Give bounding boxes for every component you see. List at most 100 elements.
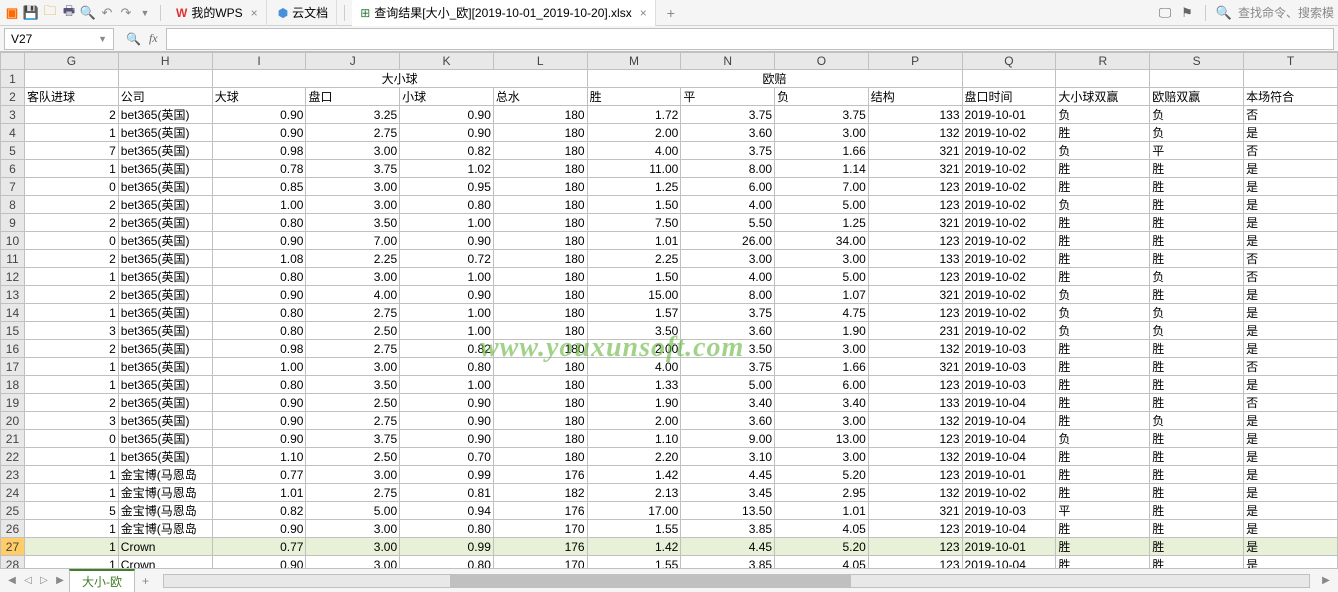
cell[interactable]: 胜 bbox=[1056, 340, 1150, 358]
cell[interactable]: Crown bbox=[118, 556, 212, 569]
cell[interactable]: 132 bbox=[868, 340, 962, 358]
cell[interactable]: 180 bbox=[493, 412, 587, 430]
cell[interactable]: 胜 bbox=[1056, 160, 1150, 178]
nav-first-icon[interactable]: ◀ bbox=[4, 575, 20, 586]
cell[interactable]: 2.75 bbox=[306, 412, 400, 430]
cell[interactable]: 2.20 bbox=[587, 448, 681, 466]
cell[interactable]: 是 bbox=[1244, 196, 1338, 214]
cell[interactable]: 0.90 bbox=[212, 412, 306, 430]
cell[interactable]: 0.80 bbox=[400, 358, 494, 376]
cell[interactable]: 3.75 bbox=[681, 304, 775, 322]
cell[interactable]: 0.90 bbox=[212, 520, 306, 538]
cell[interactable]: 平 bbox=[1056, 502, 1150, 520]
cell[interactable]: 胜 bbox=[1056, 358, 1150, 376]
cell[interactable]: bet365(英国) bbox=[118, 304, 212, 322]
cell[interactable]: 0.90 bbox=[400, 106, 494, 124]
cell[interactable]: 3.85 bbox=[681, 520, 775, 538]
cell[interactable]: 0.98 bbox=[212, 142, 306, 160]
col-R[interactable]: R bbox=[1056, 53, 1150, 70]
screen-icon[interactable]: 🖵 bbox=[1157, 5, 1173, 21]
cell[interactable]: 1.50 bbox=[587, 196, 681, 214]
cell[interactable]: 1.90 bbox=[775, 322, 869, 340]
row-header[interactable]: 1 bbox=[1, 70, 25, 88]
cell[interactable]: 5.00 bbox=[306, 502, 400, 520]
cell[interactable]: 0.82 bbox=[400, 142, 494, 160]
cell[interactable]: 123 bbox=[868, 304, 962, 322]
cell[interactable]: 1.00 bbox=[400, 322, 494, 340]
cell[interactable]: 1 bbox=[24, 520, 118, 538]
cell[interactable]: 1.00 bbox=[400, 304, 494, 322]
header-cell[interactable]: 平 bbox=[681, 88, 775, 106]
cell[interactable]: 2019-10-02 bbox=[962, 160, 1056, 178]
cell[interactable]: 金宝博(马恩岛 bbox=[118, 520, 212, 538]
cell[interactable]: 2.95 bbox=[775, 484, 869, 502]
cell[interactable]: 否 bbox=[1244, 358, 1338, 376]
cell[interactable]: 胜 bbox=[1056, 124, 1150, 142]
cell[interactable]: 1 bbox=[24, 304, 118, 322]
header-cell[interactable]: 盘口时间 bbox=[962, 88, 1056, 106]
cell[interactable]: 平 bbox=[1150, 142, 1244, 160]
scrollbar-thumb[interactable] bbox=[450, 575, 851, 587]
cell[interactable]: 0.80 bbox=[212, 214, 306, 232]
cell[interactable]: 132 bbox=[868, 448, 962, 466]
cell[interactable]: 否 bbox=[1244, 142, 1338, 160]
cell[interactable]: 负 bbox=[1150, 268, 1244, 286]
cell[interactable]: 133 bbox=[868, 106, 962, 124]
cell[interactable]: 是 bbox=[1244, 376, 1338, 394]
print-icon[interactable]: 🖶 bbox=[61, 5, 77, 21]
cell[interactable]: 2019-10-02 bbox=[962, 286, 1056, 304]
cell[interactable]: 1.00 bbox=[212, 358, 306, 376]
cell[interactable]: 3.75 bbox=[681, 106, 775, 124]
cell[interactable]: 1 bbox=[24, 124, 118, 142]
cell[interactable] bbox=[1150, 70, 1244, 88]
cell[interactable]: 是 bbox=[1244, 214, 1338, 232]
cell[interactable]: 1.01 bbox=[587, 232, 681, 250]
cell[interactable]: 3.00 bbox=[306, 466, 400, 484]
cell[interactable]: 胜 bbox=[1056, 412, 1150, 430]
cell[interactable]: 是 bbox=[1244, 538, 1338, 556]
cell[interactable]: 2 bbox=[24, 106, 118, 124]
cell[interactable]: 2019-10-02 bbox=[962, 484, 1056, 502]
cell[interactable]: 2019-10-04 bbox=[962, 520, 1056, 538]
col-N[interactable]: N bbox=[681, 53, 775, 70]
cell[interactable]: 3.50 bbox=[306, 376, 400, 394]
row-header[interactable]: 16 bbox=[1, 340, 25, 358]
cell[interactable]: 133 bbox=[868, 250, 962, 268]
row-header[interactable]: 10 bbox=[1, 232, 25, 250]
cell[interactable]: 2019-10-04 bbox=[962, 448, 1056, 466]
cell[interactable]: 180 bbox=[493, 250, 587, 268]
name-box[interactable]: V27 ▼ bbox=[4, 28, 114, 50]
cell[interactable]: 1.55 bbox=[587, 556, 681, 569]
cell[interactable]: 1.14 bbox=[775, 160, 869, 178]
cell[interactable]: 胜 bbox=[1056, 268, 1150, 286]
cell[interactable]: 胜 bbox=[1150, 484, 1244, 502]
tab-file-active[interactable]: ⊞ 查询结果[大小_欧][2019-10-01_2019-10-20].xlsx… bbox=[352, 0, 656, 26]
cell[interactable]: 321 bbox=[868, 286, 962, 304]
dropdown-icon[interactable]: ▼ bbox=[137, 5, 153, 21]
cell[interactable]: 1.00 bbox=[400, 268, 494, 286]
cell[interactable]: 0.77 bbox=[212, 538, 306, 556]
cell[interactable]: 否 bbox=[1244, 394, 1338, 412]
row-header[interactable]: 3 bbox=[1, 106, 25, 124]
cell[interactable]: 2.25 bbox=[306, 250, 400, 268]
col-O[interactable]: O bbox=[775, 53, 869, 70]
row-header[interactable]: 21 bbox=[1, 430, 25, 448]
cell[interactable]: 123 bbox=[868, 538, 962, 556]
cell[interactable]: 0.95 bbox=[400, 178, 494, 196]
cell[interactable]: 2 bbox=[24, 214, 118, 232]
cell[interactable]: 1.08 bbox=[212, 250, 306, 268]
cell[interactable]: 3.50 bbox=[681, 340, 775, 358]
cell[interactable]: bet365(英国) bbox=[118, 340, 212, 358]
cell[interactable] bbox=[1056, 70, 1150, 88]
cell[interactable]: 3.85 bbox=[681, 556, 775, 569]
cell[interactable]: 是 bbox=[1244, 322, 1338, 340]
cell[interactable]: 负 bbox=[1150, 322, 1244, 340]
cell[interactable]: 15.00 bbox=[587, 286, 681, 304]
cell[interactable]: 3.40 bbox=[681, 394, 775, 412]
cell[interactable]: 2019-10-02 bbox=[962, 250, 1056, 268]
col-I[interactable]: I bbox=[212, 53, 306, 70]
cell[interactable]: 3.00 bbox=[775, 340, 869, 358]
cell[interactable]: 180 bbox=[493, 430, 587, 448]
cell[interactable]: 1.55 bbox=[587, 520, 681, 538]
cell[interactable]: bet365(英国) bbox=[118, 160, 212, 178]
